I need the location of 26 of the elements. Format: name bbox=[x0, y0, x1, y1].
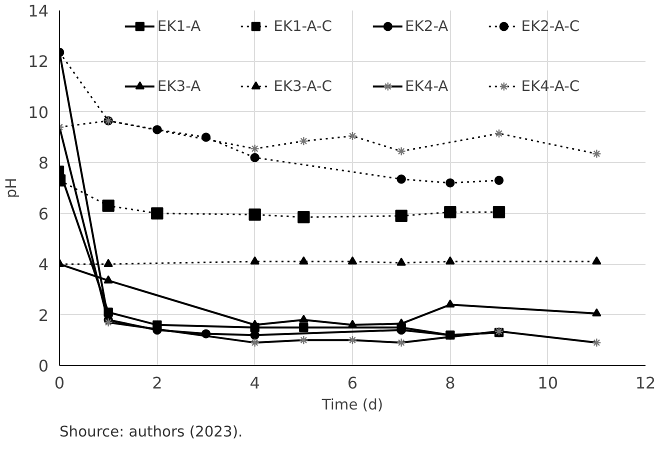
x-tick-label: 0 bbox=[54, 374, 65, 392]
x-tick-label: 10 bbox=[538, 374, 558, 392]
y-axis-title: pH bbox=[3, 178, 20, 198]
y-tick-label: 0 bbox=[38, 356, 49, 376]
y-tick-label: 6 bbox=[38, 204, 49, 224]
legend-label: EK1-A bbox=[157, 18, 201, 34]
x-tick-label: 2 bbox=[152, 374, 162, 392]
y-tick-label: 4 bbox=[38, 255, 49, 274]
legend-label: EK3-A bbox=[157, 78, 201, 94]
y-tick-label: 2 bbox=[38, 306, 49, 325]
legend-label: EK1-A-C bbox=[274, 18, 332, 34]
y-tick-label: 14 bbox=[28, 2, 48, 20]
x-tick-label: 12 bbox=[635, 374, 656, 392]
text: Shource: authors (2023). bbox=[60, 424, 243, 440]
x-tick-label: 8 bbox=[445, 374, 456, 392]
y-tick-label: 10 bbox=[28, 102, 48, 122]
x-tick-label: 4 bbox=[250, 374, 260, 392]
legend-label: EK4-A-C bbox=[521, 78, 580, 94]
legend-label: EK3-A-C bbox=[274, 78, 332, 94]
y-tick-label: 8 bbox=[38, 154, 49, 173]
x-tick-label: 6 bbox=[347, 374, 358, 392]
legend-label: EK2-A-C bbox=[521, 18, 580, 34]
y-tick-label: 12 bbox=[28, 52, 48, 72]
legend-label: EK4-A bbox=[405, 78, 448, 94]
x-axis-title: Time (d) bbox=[320, 396, 384, 414]
legend-label: EK2-A bbox=[405, 18, 448, 34]
